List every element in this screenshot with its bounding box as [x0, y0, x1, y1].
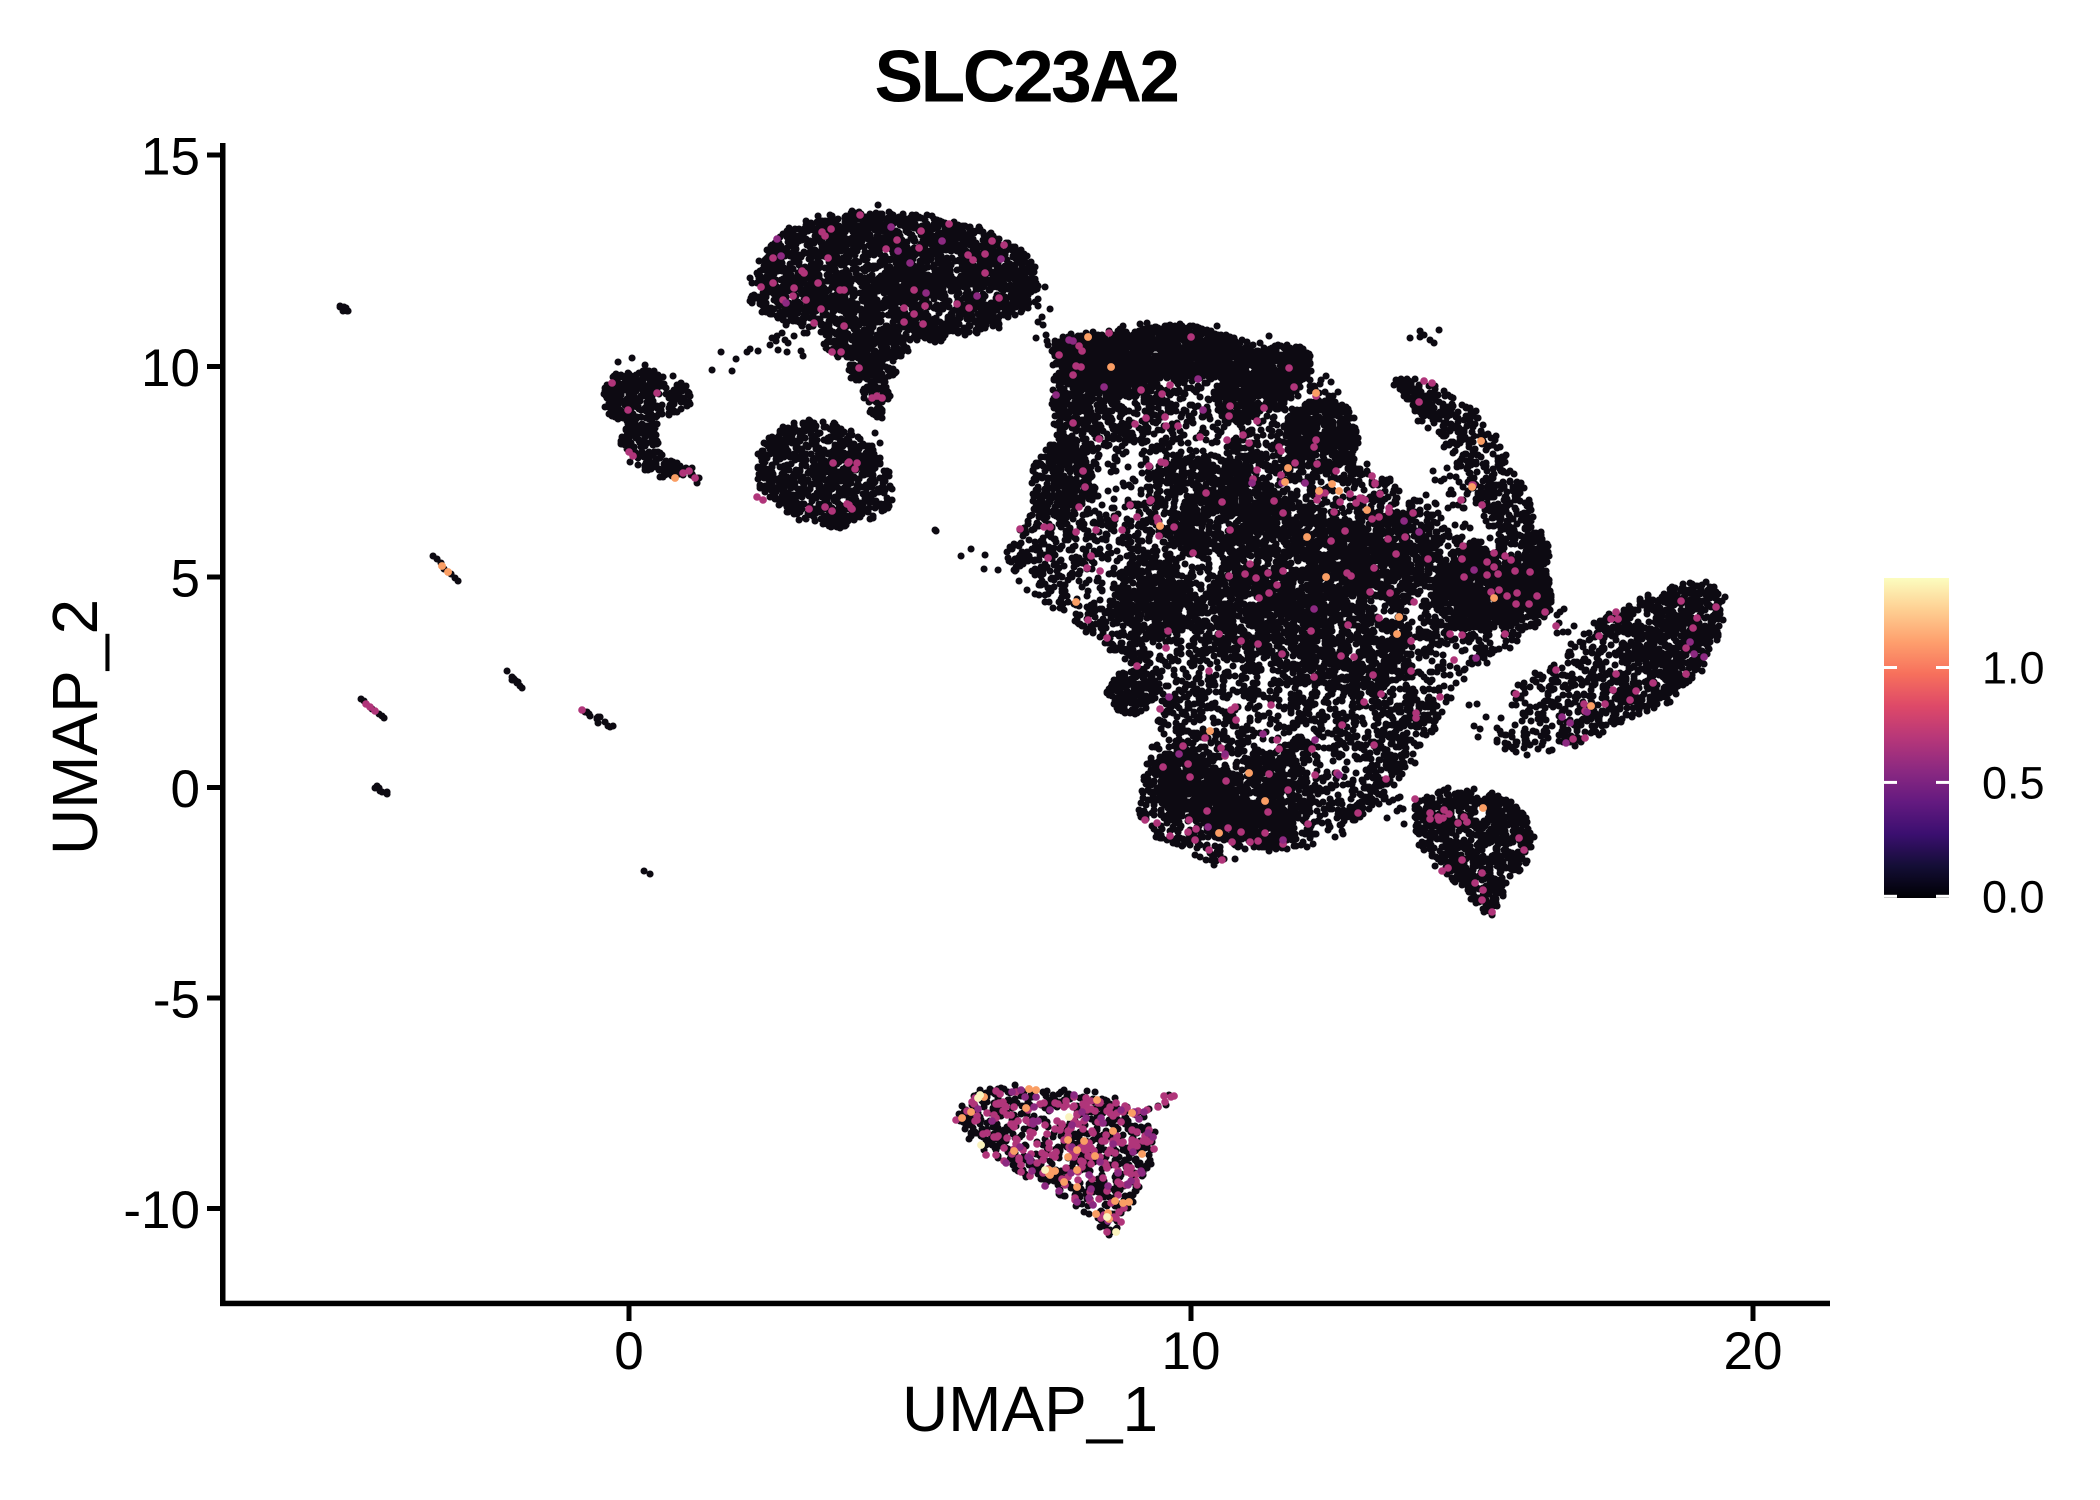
svg-text:-5: -5 [153, 970, 200, 1029]
svg-text:10: 10 [141, 339, 200, 398]
svg-text:1.0: 1.0 [1982, 643, 2045, 694]
svg-text:UMAP_2: UMAP_2 [39, 599, 111, 855]
svg-text:SLC23A2: SLC23A2 [874, 37, 1177, 118]
svg-text:0: 0 [171, 760, 200, 819]
svg-text:-10: -10 [123, 1181, 200, 1240]
svg-text:20: 20 [1724, 1322, 1783, 1381]
svg-text:5: 5 [171, 549, 200, 608]
svg-text:15: 15 [141, 127, 200, 186]
svg-text:0.0: 0.0 [1982, 871, 2045, 922]
svg-text:UMAP_1: UMAP_1 [902, 1373, 1158, 1445]
svg-text:10: 10 [1162, 1322, 1221, 1381]
svg-text:0: 0 [614, 1322, 643, 1381]
svg-text:0.5: 0.5 [1982, 757, 2045, 808]
